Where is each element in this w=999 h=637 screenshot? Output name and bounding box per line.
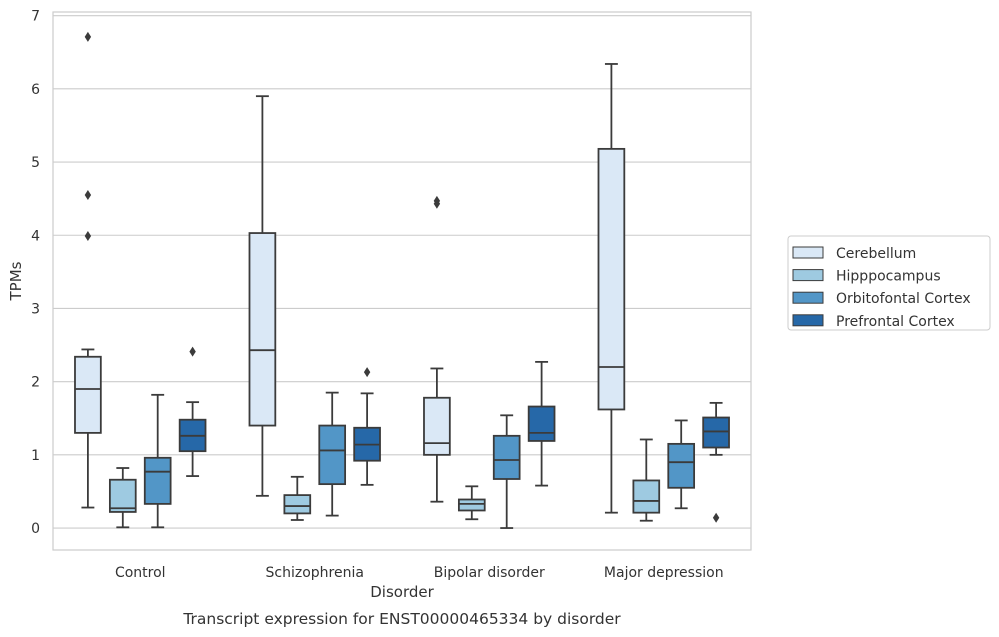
legend-swatch bbox=[792, 269, 824, 282]
y-tick-label: 5 bbox=[31, 155, 40, 171]
box bbox=[318, 424, 347, 486]
box bbox=[457, 498, 486, 512]
chart-caption: Transcript expression for ENST0000046533… bbox=[182, 610, 621, 628]
box bbox=[143, 456, 172, 505]
y-tick-label: 4 bbox=[31, 228, 40, 244]
box-groups bbox=[74, 31, 730, 529]
legend: Cerebellum Hipppocampus Orbitofontal Corte… bbox=[787, 235, 991, 331]
box-group bbox=[632, 438, 661, 522]
legend-label: Orbitofontal Cortex bbox=[836, 291, 971, 307]
box-group bbox=[702, 401, 730, 523]
box bbox=[597, 147, 626, 411]
y-axis-label: TPMs bbox=[7, 261, 25, 301]
y-tick-label: 0 bbox=[31, 521, 40, 537]
box-group bbox=[667, 419, 696, 510]
box-group bbox=[423, 195, 451, 503]
box-group bbox=[457, 485, 486, 521]
box-group bbox=[283, 475, 312, 521]
box-group bbox=[492, 414, 521, 529]
box-group bbox=[248, 95, 277, 497]
x-axis-label: Disorder bbox=[370, 583, 434, 601]
box bbox=[74, 355, 102, 434]
plot-area-frame bbox=[52, 11, 752, 551]
box bbox=[667, 442, 696, 489]
box-group bbox=[178, 346, 207, 477]
y-tick-label: 1 bbox=[31, 448, 40, 464]
box bbox=[702, 416, 730, 449]
legend-frame bbox=[787, 235, 991, 331]
box bbox=[108, 478, 137, 513]
outlier-point bbox=[84, 189, 92, 200]
box bbox=[248, 232, 277, 427]
y-tick-label: 6 bbox=[31, 82, 40, 98]
legend-swatch bbox=[792, 291, 824, 304]
box bbox=[632, 479, 661, 514]
y-tick-label: 2 bbox=[31, 375, 40, 391]
x-axis-ticks: Control Schizophrenia Bipolar disorder Majo… bbox=[115, 565, 724, 581]
box bbox=[423, 396, 451, 456]
legend-swatch bbox=[792, 314, 824, 327]
legend-swatch bbox=[792, 246, 824, 259]
outlier-point bbox=[84, 31, 92, 42]
x-tick-label: Control bbox=[115, 565, 166, 581]
box-group bbox=[74, 31, 102, 509]
legend-label: Cerebellum bbox=[836, 246, 916, 262]
x-tick-label: Bipolar disorder bbox=[434, 565, 545, 581]
outlier-point bbox=[433, 195, 441, 206]
box-group bbox=[527, 360, 556, 487]
box-group bbox=[108, 467, 137, 529]
y-axis-ticks: 0 1 2 3 4 5 6 7 bbox=[31, 9, 40, 537]
box-group bbox=[143, 393, 172, 529]
legend-label: Hipppocampus bbox=[836, 269, 941, 285]
x-tick-label: Major depression bbox=[604, 565, 724, 581]
y-tick-label: 3 bbox=[31, 301, 40, 317]
box-group bbox=[353, 367, 381, 486]
x-tick-label: Schizophrenia bbox=[266, 565, 364, 581]
outlier-point bbox=[363, 367, 371, 378]
box bbox=[527, 405, 556, 442]
grid-lines bbox=[53, 15, 751, 529]
legend-label: Prefrontal Cortex bbox=[836, 314, 955, 330]
outlier-point bbox=[84, 230, 92, 241]
outlier-point bbox=[189, 346, 196, 357]
outlier-point bbox=[712, 512, 720, 523]
box bbox=[283, 494, 312, 515]
box-group bbox=[318, 391, 347, 517]
box bbox=[492, 434, 521, 480]
y-tick-label: 7 bbox=[31, 9, 40, 25]
box-group bbox=[597, 63, 626, 514]
